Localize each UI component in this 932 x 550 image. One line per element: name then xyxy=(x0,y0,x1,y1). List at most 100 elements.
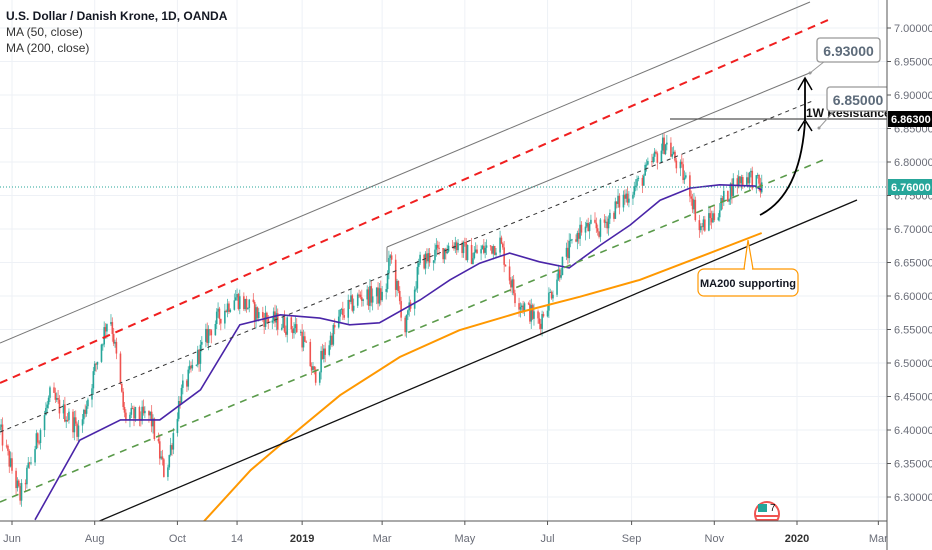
svg-text:6.76000: 6.76000 xyxy=(891,182,931,194)
candle-body xyxy=(74,417,77,424)
candle-body xyxy=(131,407,134,409)
candle-body xyxy=(342,308,344,316)
candle-body xyxy=(309,341,312,367)
candle-body xyxy=(144,410,146,414)
candle-body xyxy=(552,294,554,299)
target-low-label: 6.85000 xyxy=(833,92,884,108)
candle-body xyxy=(24,482,27,485)
candle-body xyxy=(0,426,1,430)
candle-body xyxy=(26,467,28,485)
candle-body xyxy=(480,249,482,254)
candle-body xyxy=(613,212,615,219)
svg-text:6.86300: 6.86300 xyxy=(891,114,931,126)
candle-body xyxy=(369,286,371,306)
candle-body xyxy=(276,313,279,330)
target-high-callout[interactable]: 6.93000 xyxy=(808,37,881,75)
candle-body xyxy=(321,350,324,359)
candle-body xyxy=(263,317,265,327)
candle-body xyxy=(264,312,267,327)
candle-body xyxy=(302,336,305,348)
candle-body xyxy=(160,456,162,459)
candle-body xyxy=(732,178,735,197)
candle-body xyxy=(30,462,32,464)
midline-black-dashed[interactable] xyxy=(0,99,816,433)
candle-body xyxy=(624,194,626,199)
candle-body xyxy=(285,331,287,335)
candle-body xyxy=(736,178,739,187)
candle-body xyxy=(398,290,401,302)
candle-body xyxy=(565,247,568,257)
candle-body xyxy=(172,433,175,450)
candle-body xyxy=(492,245,495,254)
candle-body xyxy=(436,244,439,248)
candle-body xyxy=(489,245,492,247)
candle-body xyxy=(153,418,156,440)
candle-body xyxy=(66,419,69,421)
event-count: 7 xyxy=(770,503,776,514)
candle-body xyxy=(39,430,42,443)
candle-body xyxy=(713,213,716,221)
candle-body xyxy=(680,161,683,165)
candle-body xyxy=(464,241,466,243)
candle-body xyxy=(405,314,408,333)
time-tick-label: Oct xyxy=(169,533,186,545)
ma200-callout[interactable]: MA200 supporting xyxy=(697,239,799,297)
channel-upper-line[interactable] xyxy=(0,1,811,344)
candle-body xyxy=(15,470,17,489)
candle-body xyxy=(546,310,549,317)
candle-body xyxy=(310,366,313,371)
candle-body xyxy=(163,459,165,477)
candle-body xyxy=(305,341,308,343)
candle-body xyxy=(381,291,383,301)
symbol-title[interactable]: U.S. Dollar / Danish Krone, 1D, OANDA xyxy=(6,9,228,23)
candle-body xyxy=(238,296,241,309)
candle-body xyxy=(737,176,740,187)
candle-body xyxy=(46,404,49,408)
ma200-legend[interactable]: MA (200, close) xyxy=(6,41,90,55)
candle-body xyxy=(324,348,326,355)
candle-body xyxy=(470,244,473,265)
channel-red-dashed-line[interactable] xyxy=(0,19,829,384)
candle-body xyxy=(371,296,374,303)
candle-body xyxy=(11,458,13,471)
candle-body xyxy=(741,177,744,185)
price-axis[interactable] xyxy=(887,0,932,550)
candle-body xyxy=(539,323,542,329)
candle-body xyxy=(510,280,512,288)
candle-body xyxy=(569,239,572,241)
candle-body xyxy=(343,315,345,318)
candle-body xyxy=(217,308,219,312)
candle-body xyxy=(729,183,732,200)
projection-curve-arrow[interactable] xyxy=(759,121,806,216)
candle-body xyxy=(689,175,691,197)
candle-body xyxy=(417,263,420,267)
time-tick-label: Jul xyxy=(541,533,555,545)
candle-body xyxy=(394,259,397,290)
candle-body xyxy=(262,312,264,318)
candle-body xyxy=(527,303,530,305)
candle-body xyxy=(501,243,504,248)
candle-body xyxy=(717,217,720,221)
candle-body xyxy=(16,480,19,489)
candle-body xyxy=(698,220,701,231)
inner-channel-upper-line[interactable] xyxy=(386,71,813,248)
candle-body xyxy=(541,314,543,329)
channel-lower-line[interactable] xyxy=(89,199,858,526)
time-axis[interactable] xyxy=(0,521,887,550)
green-dashed-line[interactable] xyxy=(0,157,829,503)
ma50-legend[interactable]: MA (50, close) xyxy=(6,25,83,39)
candle-body xyxy=(366,289,369,300)
price-tick-label: 6.55000 xyxy=(894,325,932,337)
candle-body xyxy=(491,246,493,254)
candle-body xyxy=(91,388,93,400)
candle-body xyxy=(195,364,198,366)
candle-body xyxy=(210,330,213,336)
candle-body xyxy=(609,212,611,219)
candle-body xyxy=(758,174,760,184)
candle-body xyxy=(141,406,143,421)
price-tick-label: 6.70000 xyxy=(894,224,932,236)
candle-body xyxy=(275,313,278,323)
candle-body xyxy=(400,301,402,318)
